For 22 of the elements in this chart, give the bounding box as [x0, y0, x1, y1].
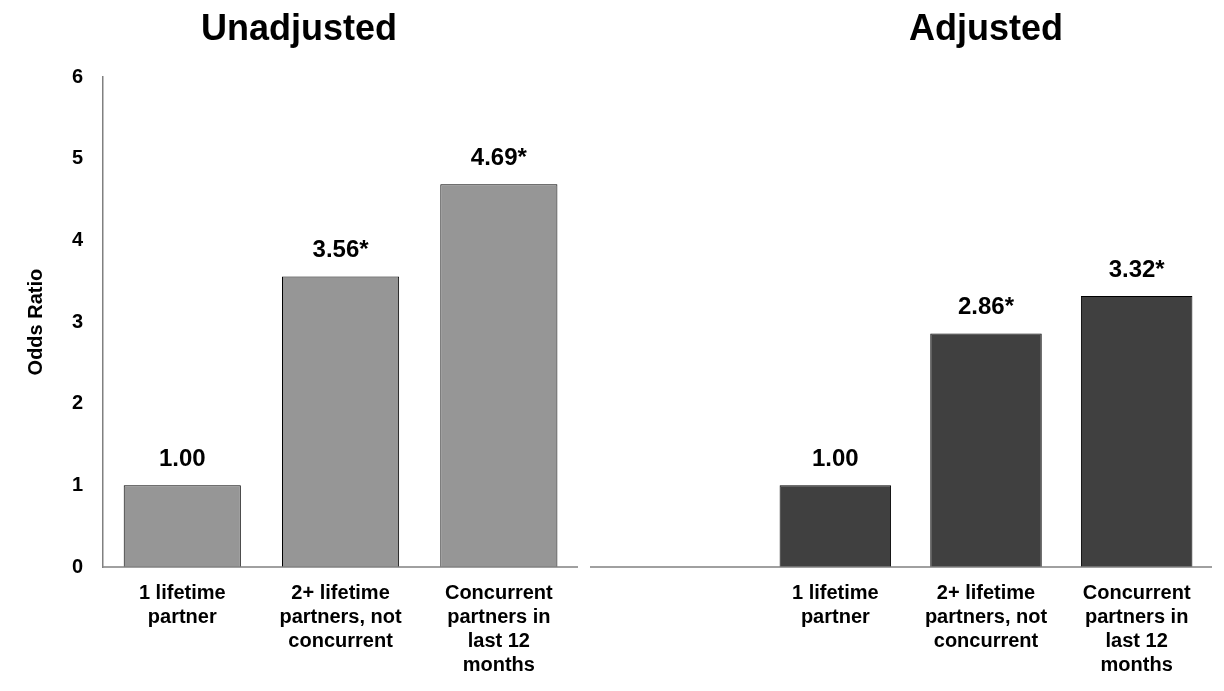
data-label: 3.32*: [1108, 254, 1166, 282]
x-tick-label: 1 lifetime partner: [791, 580, 879, 627]
y-tick-label: 5: [72, 146, 84, 169]
data-label: 1.00: [811, 443, 859, 471]
data-label: 2.86*: [957, 292, 1015, 320]
y-tick-label: 2: [72, 391, 84, 414]
x-tick-label: 1 lifetime partner: [138, 580, 226, 627]
chart-title: Unadjusted: [200, 6, 398, 48]
y-tick-label: 1: [72, 472, 84, 495]
y-tick-label: 0: [72, 554, 84, 577]
data-label: 1.00: [158, 443, 206, 471]
y-tick-label: 6: [72, 64, 84, 87]
y-axis-title: Odds Ratio: [23, 268, 46, 376]
data-label: 3.56*: [312, 235, 370, 263]
x-tick-label: Concurrent partners in last 12 months: [444, 580, 554, 675]
x-tick-label: Concurrent partners in last 12 months: [1082, 580, 1191, 675]
data-label: 4.69*: [470, 142, 528, 170]
y-tick-label: 4: [72, 227, 84, 250]
x-tick-label: 2+ lifetime partners, not concurrent: [924, 580, 1048, 651]
y-tick-label: 3: [72, 309, 84, 332]
chart-title: Adjusted: [908, 6, 1064, 48]
x-tick-label: 2+ lifetime partners, not concurrent: [279, 580, 403, 651]
